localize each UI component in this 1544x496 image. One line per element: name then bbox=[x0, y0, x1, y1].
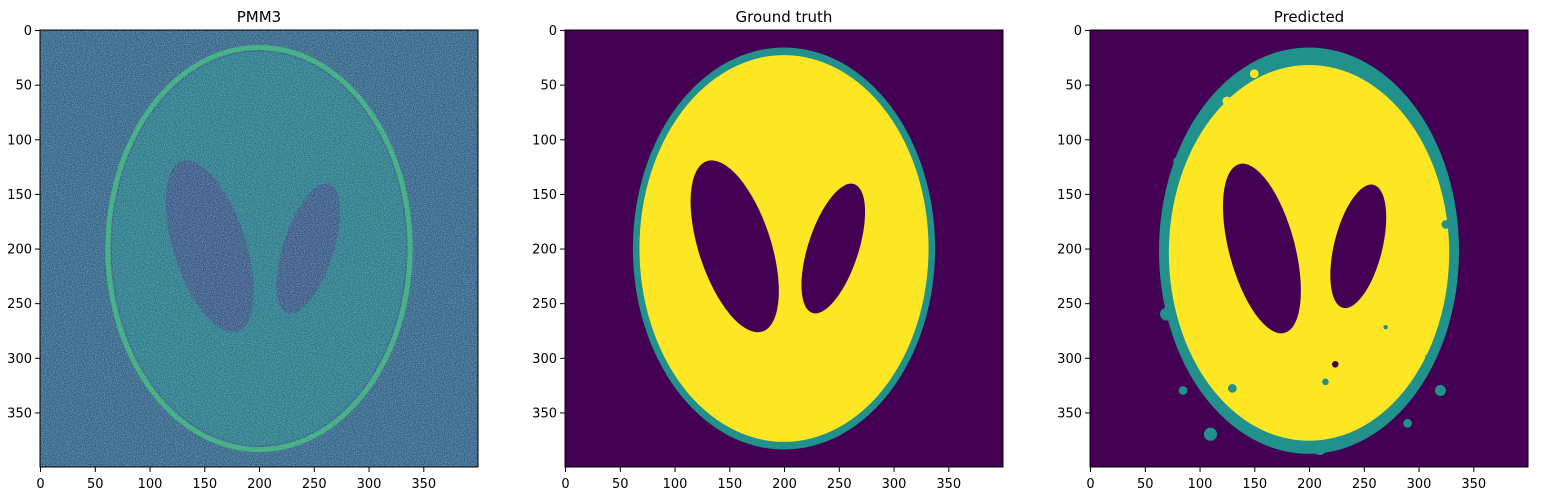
x-tick-label: 100 bbox=[663, 477, 688, 492]
ellipse-right-hole bbox=[1330, 184, 1387, 309]
y-tick-label: 350 bbox=[7, 406, 32, 421]
blob bbox=[1203, 427, 1218, 441]
x-tick-label: 350 bbox=[1461, 477, 1486, 492]
subplot-ground-truth: Ground truth 0 50 100 150 200 250 300 350 0 50 100… bbox=[532, 8, 1004, 492]
x-tick-label: 300 bbox=[882, 477, 907, 492]
subplot-title: PMM3 bbox=[237, 8, 281, 26]
y-tick-label: 50 bbox=[15, 79, 32, 94]
x-tick-label: 350 bbox=[411, 477, 436, 492]
x-tick-label: 50 bbox=[87, 477, 104, 492]
y-tick-label: 300 bbox=[532, 352, 557, 367]
x-tick-label: 0 bbox=[36, 477, 44, 492]
image-area bbox=[1090, 30, 1528, 467]
blob bbox=[1383, 324, 1388, 330]
x-tick-label: 200 bbox=[1297, 477, 1322, 492]
y-tick-label: 100 bbox=[7, 133, 32, 148]
subplot-predicted: Predicted 0 50 100 150 200 250 300 350 0 50 100 150… bbox=[1057, 8, 1529, 492]
ellipse-right-hole bbox=[801, 183, 866, 314]
x-tick-label: 50 bbox=[1137, 477, 1154, 492]
image-area bbox=[565, 30, 1003, 467]
blob bbox=[1160, 307, 1174, 321]
blob bbox=[1173, 156, 1182, 166]
y-tick-label: 100 bbox=[1057, 133, 1082, 148]
y-tick-label: 150 bbox=[532, 188, 557, 203]
y-tick-label: 0 bbox=[24, 24, 32, 39]
subplot-title: Predicted bbox=[1274, 8, 1344, 26]
y-tick-label: 300 bbox=[7, 352, 32, 367]
x-tick-label: 150 bbox=[717, 477, 742, 492]
y-tick-label: 250 bbox=[532, 297, 557, 312]
x-tick-label: 150 bbox=[1242, 477, 1267, 492]
x-tick-label: 0 bbox=[1086, 477, 1094, 492]
y-tick-label: 300 bbox=[1057, 352, 1082, 367]
y-tick-label: 50 bbox=[540, 79, 557, 94]
blob bbox=[1331, 361, 1339, 368]
blob bbox=[1178, 386, 1188, 395]
x-tick-label: 200 bbox=[247, 477, 272, 492]
x-tick-label: 50 bbox=[612, 477, 629, 492]
y-tick-label: 250 bbox=[7, 297, 32, 312]
y-tick-label: 200 bbox=[7, 243, 32, 258]
y-tick-label: 0 bbox=[1074, 24, 1082, 39]
image-area bbox=[40, 30, 478, 467]
x-tick-label: 250 bbox=[302, 477, 327, 492]
blob bbox=[1425, 353, 1434, 363]
ellipse-left-hole bbox=[690, 160, 779, 333]
subplot-title: Ground truth bbox=[736, 8, 833, 26]
axes-frame bbox=[1089, 29, 1529, 468]
y-tick-label: 50 bbox=[1065, 79, 1082, 94]
x-tick-label: 350 bbox=[936, 477, 961, 492]
axes-frame bbox=[39, 29, 479, 468]
y-tick-label: 250 bbox=[1057, 297, 1082, 312]
y-tick-label: 100 bbox=[532, 133, 557, 148]
ellipse-left-hole bbox=[1222, 163, 1301, 334]
axis-ticks: 0 50 100 150 200 250 300 350 0 50 100 150 200 250 300 3… bbox=[532, 24, 961, 492]
y-tick-label: 150 bbox=[1057, 188, 1082, 203]
x-tick-label: 100 bbox=[1188, 477, 1213, 492]
ellipse-interior bbox=[639, 55, 929, 442]
x-tick-label: 300 bbox=[357, 477, 382, 492]
x-tick-label: 0 bbox=[561, 477, 569, 492]
blob bbox=[1322, 378, 1329, 386]
axis-ticks: 0 50 100 150 200 250 300 350 0 50 100 150 200 250 300 3… bbox=[1057, 24, 1486, 492]
subplot-pmm3: PMM3 0 50 100 150 200 250 300 350 0 50 100 150 200 25… bbox=[7, 8, 479, 492]
y-tick-label: 150 bbox=[7, 188, 32, 203]
x-tick-label: 250 bbox=[1352, 477, 1377, 492]
axis-ticks: 0 50 100 150 200 250 300 350 0 50 100 150 200 250 300 3… bbox=[7, 24, 436, 492]
blob bbox=[1313, 441, 1327, 455]
blob bbox=[1441, 220, 1451, 229]
x-tick-label: 100 bbox=[138, 477, 163, 492]
ellipse-interior bbox=[1168, 64, 1450, 441]
y-tick-label: 350 bbox=[1057, 406, 1082, 421]
x-tick-label: 250 bbox=[827, 477, 852, 492]
y-tick-label: 0 bbox=[549, 24, 557, 39]
noise-overlay bbox=[40, 30, 478, 467]
y-tick-label: 350 bbox=[532, 406, 557, 421]
blob bbox=[1222, 96, 1232, 106]
y-tick-label: 200 bbox=[1057, 243, 1082, 258]
x-tick-label: 200 bbox=[772, 477, 797, 492]
x-tick-label: 150 bbox=[192, 477, 217, 492]
axes-frame bbox=[564, 29, 1004, 468]
blob bbox=[1249, 69, 1259, 79]
x-tick-label: 300 bbox=[1407, 477, 1432, 492]
blob bbox=[1403, 418, 1412, 428]
blob bbox=[1282, 441, 1292, 451]
y-tick-label: 200 bbox=[532, 243, 557, 258]
blob bbox=[1227, 383, 1237, 393]
blob bbox=[1434, 385, 1446, 396]
